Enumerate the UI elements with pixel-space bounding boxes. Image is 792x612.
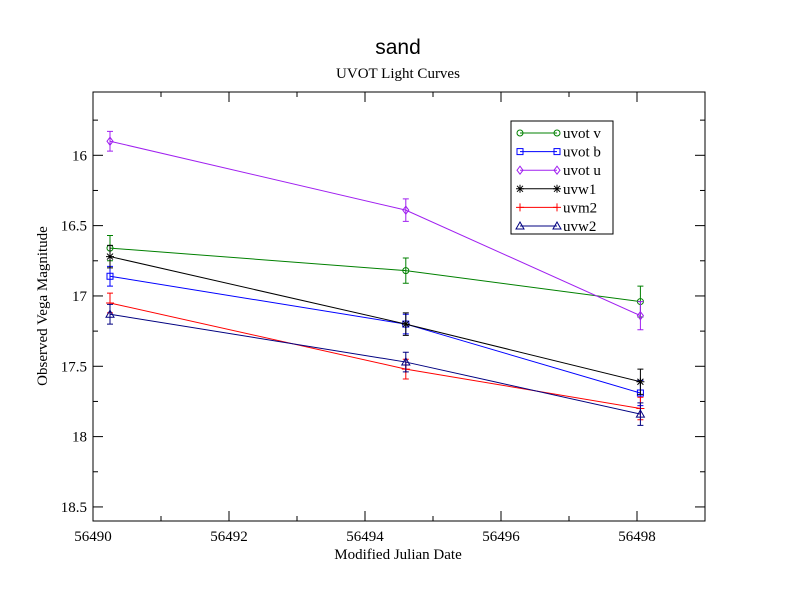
series-uvot-u xyxy=(106,130,645,331)
chart-subtitle: UVOT Light Curves xyxy=(336,66,460,82)
legend-marker xyxy=(515,220,525,230)
series-uvot-b xyxy=(106,265,644,407)
error-bar xyxy=(107,130,113,152)
legend-marker xyxy=(553,203,561,212)
legend: uvot v uvot b uvot u uvw1 uvm2 uvw2 xyxy=(510,120,614,235)
y-tick-label: 17 xyxy=(72,289,88,305)
error-bar xyxy=(637,402,644,426)
legend-item: uvm2 xyxy=(516,200,597,216)
data-point xyxy=(106,272,114,280)
error-bar xyxy=(402,198,409,222)
x-tick-label: 56496 xyxy=(482,529,520,545)
y-tick-label: 18 xyxy=(72,430,87,446)
legend-marker xyxy=(516,184,524,193)
y-tick-label: 18.5 xyxy=(61,500,87,516)
legend-marker xyxy=(553,148,561,156)
y-axis-label: Observed Vega Magnitude xyxy=(35,226,51,386)
legend-box xyxy=(510,120,614,235)
data-point xyxy=(400,357,411,366)
legend-marker xyxy=(552,220,562,230)
y-tick-label: 17.5 xyxy=(61,359,87,375)
legend-label: uvw1 xyxy=(563,182,596,198)
legend-label: uvw2 xyxy=(563,219,596,235)
legend-label: uvot b xyxy=(563,145,601,161)
x-tick-label: 56494 xyxy=(346,529,384,545)
series-uvm2 xyxy=(106,292,645,421)
legend-marker xyxy=(516,165,524,176)
legend-item: uvw2 xyxy=(515,219,596,235)
data-point xyxy=(635,409,646,418)
legend-marker xyxy=(516,148,524,156)
data-point xyxy=(402,205,410,215)
error-bar xyxy=(402,351,409,373)
series-line xyxy=(109,313,641,415)
x-tick-label: 56498 xyxy=(618,529,656,545)
data-point xyxy=(636,310,645,321)
series-uvw2 xyxy=(105,303,646,426)
series-layer xyxy=(105,130,646,426)
legend-marker xyxy=(553,184,561,193)
data-point xyxy=(401,320,410,329)
x-tick-label: 56492 xyxy=(210,529,248,545)
data-point xyxy=(106,136,114,147)
data-point xyxy=(106,252,114,261)
legend-label: uvm2 xyxy=(563,200,597,216)
legend-marker xyxy=(553,165,561,176)
legend-marker xyxy=(516,129,524,137)
legend-item: uvot v xyxy=(516,126,601,142)
x-tick-label: 56490 xyxy=(74,529,112,545)
y-tick-label: 16 xyxy=(72,148,88,164)
data-point xyxy=(105,309,115,318)
error-bar xyxy=(402,257,409,284)
legend-item: uvot u xyxy=(516,163,601,179)
error-bar xyxy=(637,301,644,331)
legend-marker xyxy=(516,203,524,212)
legend-label: uvot v xyxy=(563,126,601,142)
legend-marker xyxy=(553,129,561,137)
axis-ticks: 56490 56492 56494 56496 56498 16 16.5 17 17.5 18 1… xyxy=(61,92,705,545)
legend-item: uvw1 xyxy=(516,182,596,198)
legend-label: uvot u xyxy=(563,163,601,179)
y-tick-label: 16.5 xyxy=(61,219,87,235)
legend-item: uvot b xyxy=(516,145,601,161)
series-uvot-v xyxy=(106,234,644,318)
plot-frame xyxy=(92,91,706,522)
series-uvw1 xyxy=(106,244,645,395)
error-bar xyxy=(107,303,113,325)
data-point xyxy=(636,377,645,386)
x-axis-label: Modified Julian Date xyxy=(334,547,462,563)
series-line xyxy=(109,275,641,394)
chart-title: sand xyxy=(375,36,421,59)
data-point xyxy=(402,267,410,275)
